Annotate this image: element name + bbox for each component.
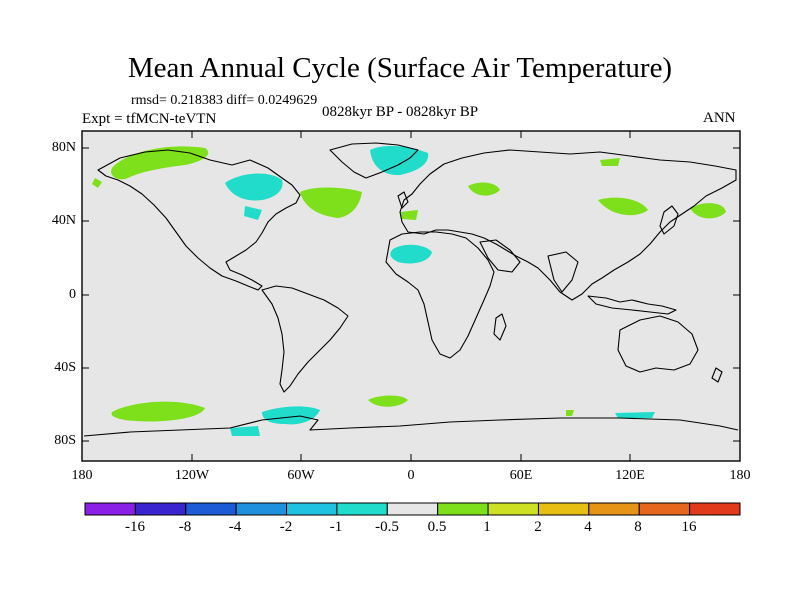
lat-label: 40S xyxy=(54,360,76,375)
coastline-greenland xyxy=(329,142,419,179)
coastline-south-america xyxy=(261,285,349,393)
coastline-north-america xyxy=(97,149,301,291)
coastline-new-zealand xyxy=(711,367,723,383)
lon-label: 0 xyxy=(407,468,415,483)
colorbar-label: -0.5 xyxy=(375,519,399,535)
lon-label: 120W xyxy=(174,468,210,483)
anomaly-region xyxy=(468,182,500,196)
lat-label: 80N xyxy=(51,140,76,155)
anomaly-shading xyxy=(92,146,726,436)
anomaly-region xyxy=(400,210,418,220)
anomaly-region xyxy=(598,197,648,216)
lon-label: 60E xyxy=(509,468,533,483)
colorbar-box xyxy=(437,502,489,516)
colorbar-label: -1 xyxy=(329,519,343,535)
colorbar-label: 16 xyxy=(681,519,697,535)
colorbar-box xyxy=(336,502,388,516)
coastline-indonesia xyxy=(587,295,677,315)
colorbar-box xyxy=(185,502,237,516)
colorbar-box xyxy=(84,502,136,516)
coastlines xyxy=(83,142,739,437)
colorbar-box xyxy=(537,502,590,516)
colorbar-label: -16 xyxy=(125,519,145,535)
colorbar-box xyxy=(134,502,187,516)
tick-marks xyxy=(82,131,740,461)
colorbar-box xyxy=(588,502,640,516)
anomaly-region xyxy=(600,158,620,166)
coastline-madagascar xyxy=(493,313,507,341)
anomaly-region xyxy=(368,395,408,407)
lon-label: 120E xyxy=(615,468,645,483)
colorbar-label: 0.5 xyxy=(427,519,447,535)
colorbar xyxy=(84,502,741,516)
anomaly-region xyxy=(225,173,283,201)
period-label: 0828kyr BP - 0828kyr BP xyxy=(322,104,479,120)
colorbar-label: 4 xyxy=(584,519,592,535)
colorbar-label: 1 xyxy=(483,519,491,535)
lon-label: 180 xyxy=(729,468,751,483)
anomaly-region xyxy=(690,203,726,219)
lat-label: 80S xyxy=(54,433,76,448)
chart-title: Mean Annual Cycle (Surface Air Temperatu… xyxy=(127,52,673,84)
colorbar-label: -8 xyxy=(178,519,192,535)
anomaly-region xyxy=(390,244,432,264)
coastline-africa xyxy=(385,231,495,359)
anomaly-region xyxy=(615,412,655,418)
coastline-japan xyxy=(659,205,679,235)
colorbar-box xyxy=(286,502,338,516)
coastline-uk xyxy=(397,191,409,209)
anomaly-region xyxy=(92,178,102,188)
colorbar-label: -2 xyxy=(279,519,293,535)
colorbar-label: 2 xyxy=(534,519,542,535)
colorbar-box xyxy=(386,502,439,516)
coastline-arabia xyxy=(479,239,521,273)
colorbar-box xyxy=(235,502,288,516)
anomaly-region xyxy=(244,206,262,220)
lon-label: 60W xyxy=(287,468,315,483)
season-label: ANN xyxy=(703,110,736,126)
colorbar-box xyxy=(487,502,539,516)
anomaly-region xyxy=(262,406,320,425)
lat-label: 0 xyxy=(69,287,76,302)
coastline-australia xyxy=(617,315,699,373)
stats-text: rmsd= 0.218383 diff= 0.0249629 xyxy=(131,93,318,108)
anomaly-region xyxy=(230,426,260,436)
colorbar-label: -4 xyxy=(228,519,242,535)
coastline-eurasia xyxy=(399,149,737,301)
experiment-label: Expt = tfMCN-teVTN xyxy=(82,111,217,127)
anomaly-region xyxy=(370,146,429,176)
lon-label: 180 xyxy=(71,468,93,483)
coastline-antarctica xyxy=(83,415,739,437)
colorbar-box xyxy=(638,502,691,516)
coastline-india xyxy=(547,251,579,293)
anomaly-region xyxy=(566,410,574,416)
anomaly-region xyxy=(300,187,362,218)
colorbar-label: 8 xyxy=(634,519,642,535)
lat-label: 40N xyxy=(51,213,76,228)
colorbar-box xyxy=(689,502,741,516)
anomaly-region xyxy=(111,401,205,422)
